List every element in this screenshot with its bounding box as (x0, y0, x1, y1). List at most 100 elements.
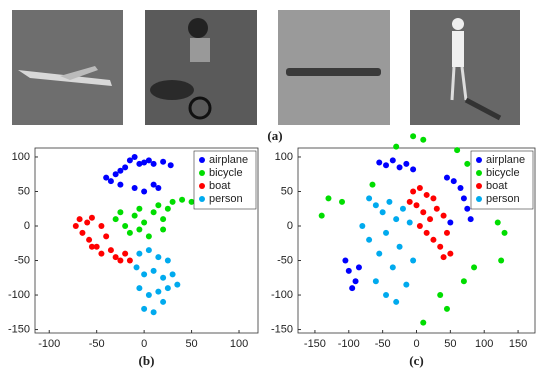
legend-label: person (209, 193, 243, 205)
y-tick-label: -150 (8, 323, 30, 335)
x-tick-label: 50 (185, 338, 197, 350)
point (410, 133, 417, 140)
x-tick-label: -100 (338, 338, 360, 350)
point (420, 136, 427, 143)
point (131, 185, 138, 192)
point (416, 185, 423, 192)
x-tick-label: -50 (89, 338, 105, 350)
point (372, 202, 379, 209)
point (403, 160, 410, 167)
point (369, 181, 376, 188)
legend-label: bicycle (209, 167, 243, 179)
point (383, 229, 390, 236)
point (86, 236, 93, 243)
point (447, 219, 454, 226)
point (433, 205, 440, 212)
point (112, 216, 119, 223)
point (164, 285, 171, 292)
point (413, 202, 420, 209)
point (79, 229, 86, 236)
x-tick-label: 100 (230, 338, 248, 350)
point (467, 216, 474, 223)
x-tick-label: -100 (38, 338, 60, 350)
point (98, 250, 105, 257)
y-tick-label: 0 (24, 220, 30, 232)
y-tick-label: 100 (275, 151, 293, 163)
legend-marker (199, 196, 205, 202)
point (126, 257, 133, 264)
point (141, 188, 148, 195)
point (150, 209, 157, 216)
point (406, 198, 413, 205)
legend-marker (476, 183, 482, 189)
point (88, 243, 95, 250)
legend-marker (476, 157, 482, 163)
point (122, 164, 129, 171)
panel-label: (b) (139, 353, 155, 368)
point (136, 205, 143, 212)
point (164, 205, 171, 212)
point (437, 292, 444, 299)
point (169, 271, 176, 278)
point (471, 264, 478, 271)
point (410, 166, 417, 173)
point (376, 159, 383, 166)
point (420, 319, 427, 326)
point (88, 214, 95, 221)
point (403, 281, 410, 288)
point (141, 219, 148, 226)
x-tick-label: 50 (444, 338, 456, 350)
point (457, 185, 464, 192)
point (179, 196, 186, 203)
point (406, 219, 413, 226)
point (136, 226, 143, 233)
point (136, 160, 143, 167)
point (117, 257, 124, 264)
legend-marker (199, 183, 205, 189)
point (410, 188, 417, 195)
point (155, 254, 162, 261)
panel-label: (a) (267, 128, 282, 143)
point (393, 216, 400, 223)
point (133, 264, 140, 271)
y-tick-label: 100 (12, 151, 30, 163)
point (155, 202, 162, 209)
point (107, 247, 114, 254)
y-tick-label: 50 (18, 185, 30, 197)
y-tick-label: -50 (277, 254, 293, 266)
y-tick-label: -150 (271, 323, 293, 335)
panel-label: (c) (409, 353, 423, 368)
point (160, 216, 167, 223)
point (150, 267, 157, 274)
point (359, 223, 366, 230)
point (379, 209, 386, 216)
y-tick-label: 50 (281, 185, 293, 197)
point (386, 198, 393, 205)
point (174, 281, 181, 288)
point (155, 288, 162, 295)
x-tick-label: 0 (413, 338, 419, 350)
point (141, 271, 148, 278)
point (122, 223, 129, 230)
point (460, 195, 467, 202)
point (103, 174, 110, 181)
point (345, 267, 352, 274)
point (136, 285, 143, 292)
point (145, 247, 152, 254)
point (393, 143, 400, 150)
point (188, 198, 195, 205)
legend-marker (476, 196, 482, 202)
point (112, 171, 119, 178)
point (131, 212, 138, 219)
point (160, 158, 167, 165)
point (420, 209, 427, 216)
point (396, 243, 403, 250)
point (117, 167, 124, 174)
point (117, 209, 124, 216)
point (437, 243, 444, 250)
image-person (410, 10, 520, 125)
legend-label: boat (486, 180, 507, 192)
point (141, 305, 148, 312)
legend-label: airplane (486, 154, 525, 166)
image-airplane (12, 10, 123, 125)
